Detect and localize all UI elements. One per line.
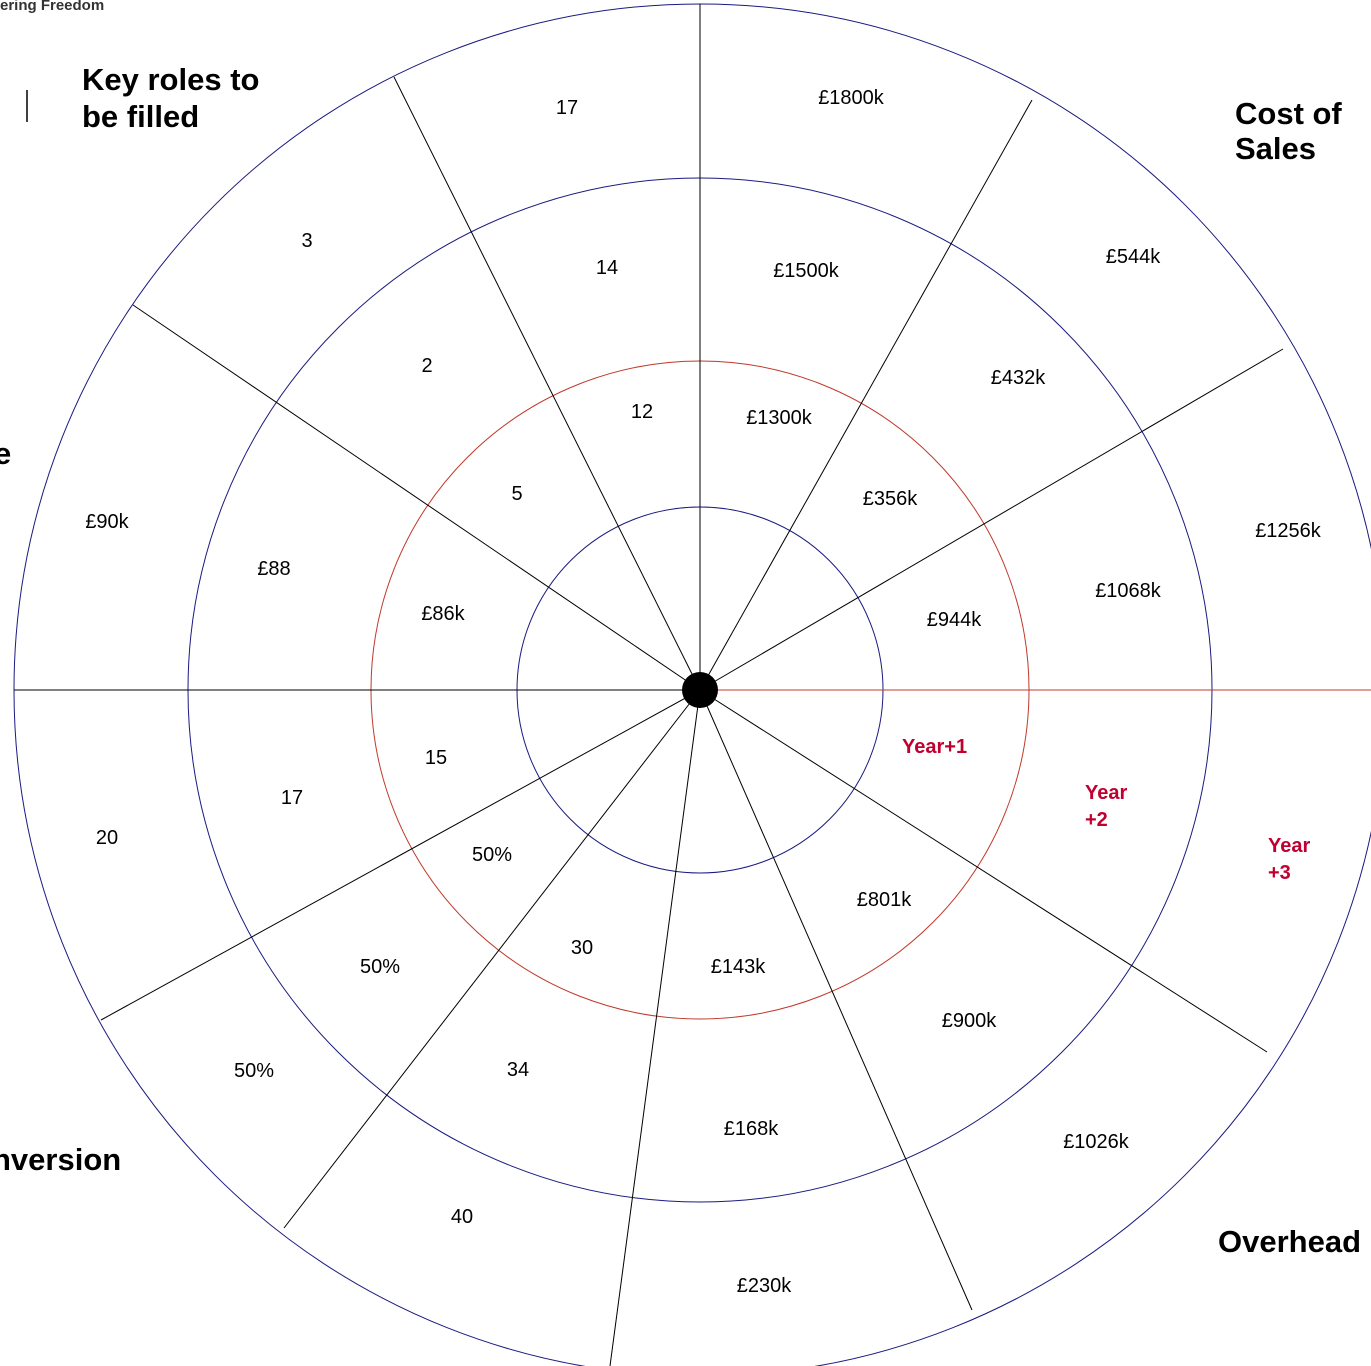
avg-value-year1: £86k [421,603,465,625]
leads-year2: 17 [281,787,303,809]
customers-year2: 34 [507,1059,529,1081]
heading-key-roles: Key roles to be filled [82,62,268,134]
overhead-year2: £900k [942,1010,997,1032]
spoke-10 [132,304,701,691]
center-hub [682,672,718,708]
heading-left-partial: e [0,436,11,471]
spoke-5 [699,689,973,1311]
heading-cost-of-sales: Cost of Sales [1235,96,1350,166]
customers-year1: 30 [571,937,593,959]
gross-margin-year1: £356k [863,488,918,510]
staff-year3: 3 [301,230,312,252]
overhead-year1: £801k [857,889,912,911]
leads-year1: 15 [425,747,447,769]
net-profit-year1: £143k [711,956,766,978]
avg-value-year2: £88 [257,558,290,580]
spoke-1 [699,99,1033,691]
year-label-3: Year +3 [1268,835,1316,884]
cost-of-sales-year1: £944k [927,609,982,631]
gross-margin-year3: £544k [1106,246,1161,268]
heading-conversion: nversion [0,1142,121,1177]
cost-of-sales-year2: £1068k [1095,580,1162,602]
spoke-2 [699,348,1284,691]
revenue-year1: £1300k [746,407,813,429]
brand-text: ering Freedom [0,0,104,14]
key-roles-year1: 12 [631,401,653,423]
year-label-1: Year+1 [902,736,967,758]
staff-year1: 5 [511,483,522,505]
cost-of-sales-year3: £1256k [1255,520,1322,542]
spoke-8 [100,689,701,1021]
spoke-7 [283,689,701,1229]
revenue-year2: £1500k [773,260,840,282]
net-profit-year2: £168k [724,1118,779,1140]
key-roles-year3: 17 [556,97,578,119]
spoke-4 [699,689,1268,1053]
spoke-6 [609,689,701,1366]
staff-year2: 2 [421,355,432,377]
leads-year3: 20 [96,827,118,849]
spoke-11 [393,76,701,691]
avg-value-year3: £90k [85,511,129,533]
conversion-year3: 50% [234,1060,274,1082]
conversion-year2: 50% [360,956,400,978]
conversion-year1: 50% [472,844,512,866]
overhead-year3: £1026k [1063,1131,1130,1153]
net-profit-year3: £230k [737,1275,792,1297]
year-label-2: Year +2 [1085,782,1133,831]
key-roles-year2: 14 [596,257,618,279]
customers-year3: 40 [451,1206,473,1228]
revenue-year3: £1800k [818,87,885,109]
gross-margin-year2: £432k [991,367,1046,389]
heading-overhead: Overhead [1218,1224,1361,1259]
